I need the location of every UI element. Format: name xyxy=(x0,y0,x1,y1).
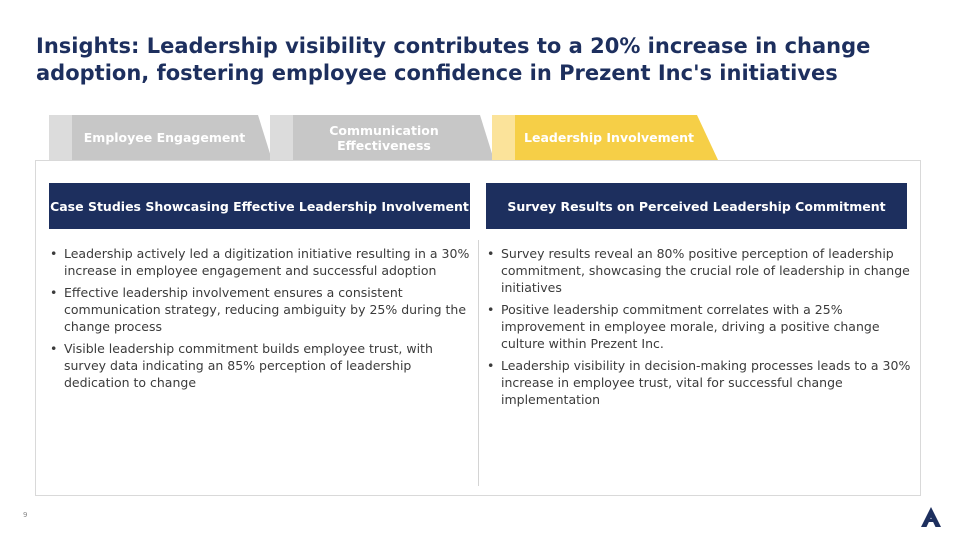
list-item: Effective leadership involvement ensures… xyxy=(50,284,474,335)
company-logo-triangle-icon xyxy=(921,507,941,527)
left-column-header: Case Studies Showcasing Effective Leader… xyxy=(49,183,470,229)
left-bullet-list: Leadership actively led a digitization i… xyxy=(50,245,474,396)
tab-leadership-involvement[interactable]: Leadership Involvement xyxy=(492,115,718,160)
tab-label: Leadership Involvement xyxy=(524,130,694,145)
tab-accent-strip xyxy=(492,115,515,160)
list-item: Positive leadership commitment correlate… xyxy=(487,301,911,352)
list-item: Leadership actively led a digitization i… xyxy=(50,245,474,279)
list-item: Leadership visibility in decision-making… xyxy=(487,357,911,408)
tab-label: Employee Engagement xyxy=(83,130,246,145)
tab-employee-engagement[interactable]: Employee Engagement xyxy=(49,115,272,160)
tab-communication-effectiveness[interactable]: Communication Effectiveness xyxy=(270,115,494,160)
tab-label: Communication Effectiveness xyxy=(329,122,439,153)
right-bullet-list: Survey results reveal an 80% positive pe… xyxy=(487,245,911,413)
tab-accent-strip xyxy=(270,115,293,160)
right-column-header: Survey Results on Perceived Leadership C… xyxy=(486,183,907,229)
list-item: Visible leadership commitment builds emp… xyxy=(50,340,474,391)
page-number: 9 xyxy=(23,511,28,519)
column-divider xyxy=(478,240,479,486)
tab-accent-strip xyxy=(49,115,72,160)
slide-title: Insights: Leadership visibility contribu… xyxy=(36,34,871,85)
list-item: Survey results reveal an 80% positive pe… xyxy=(487,245,911,296)
